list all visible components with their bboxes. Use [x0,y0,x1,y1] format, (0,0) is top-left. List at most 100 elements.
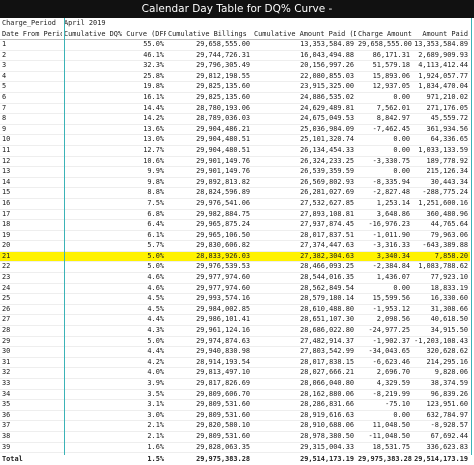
table-cell: 9 [0,124,62,136]
table-cell: 26,324,233.25 [252,156,356,168]
table-cell: 37 [0,420,62,432]
table-cell: Cumulative DQ% Curve (DFP) [62,28,166,40]
table-cell: 29,809,606.70 [166,389,252,401]
table-cell: 7,562.01 [356,103,412,115]
table-row: 12 10.6% 29,901,149.76 26,324,233.25 -3,330.… [0,156,470,168]
table-cell: 1,083,788.62 [412,261,470,274]
table-cell: 1 [0,39,62,51]
table-cell: 29,817,826.69 [166,378,252,390]
table-row: 3 32.3% 29,796,305.49 20,156,997.26 51,579.1… [0,60,470,72]
table-cell: 7 [0,103,62,115]
table-cell: 27,937,874.45 [252,219,356,231]
table-cell: 29,892,813.82 [166,177,252,189]
table-cell: 27 [0,314,62,327]
table-cell: 5.7% [62,240,166,252]
table-cell: 5 [0,81,62,93]
table-cell: 28,562,849.54 [252,283,356,295]
table-cell: 39 [0,442,62,454]
table-cell: 31,308.66 [412,304,470,316]
table-cell: 4.6% [62,272,166,284]
table-cell: -2,384.84 [356,261,412,274]
table-cell: 27,482,914.37 [252,336,356,348]
table-cell: 27,532,627.85 [252,198,356,210]
table-title: Calendar Day Table for DQ% Curve - [0,0,474,18]
table-cell: 4.2% [62,357,166,369]
table-row: 13 9.9% 29,901,149.76 26,539,359.59 0.00 215,… [0,166,470,178]
table-cell: 34 [0,389,62,401]
table-cell: 4,113,412.44 [412,60,470,72]
table-cell: 632,784.97 [412,410,470,422]
table-cell: 25,036,984.09 [252,124,356,136]
table-cell: 28,651,107.30 [252,314,356,327]
table-cell: 16,330.60 [412,293,470,305]
table-cell: 12.7% [62,145,166,157]
table-cell: 29,965,875.24 [166,219,252,231]
table-cell: 30,443.34 [412,177,470,189]
table-cell [252,18,356,29]
table-cell: 28,017,837.51 [252,230,356,242]
table-cell: Charge_Period [2,19,56,27]
table-cell: 29,904,486.21 [166,124,252,136]
table-cell: 26,134,454.33 [252,145,356,157]
table-cell: 86,171.31 [356,50,412,62]
table-cell: 17 [0,209,62,221]
table-cell: 29,658,555.00 [166,39,252,51]
table-cell: -11,048.50 [356,431,412,443]
table-cell: 3.1% [62,399,166,411]
table-cell: 23,915,325.00 [252,81,356,93]
table-cell: 29,904,480.51 [166,134,252,146]
table-cell: 29,812,198.55 [166,71,252,83]
table-cell: -6,623.46 [356,357,412,369]
table-cell: 0.00 [356,283,412,295]
table-cell: 28,686,022.80 [252,325,356,337]
table-cell: 13 [0,166,62,178]
table-cell: 320,628.62 [412,346,470,358]
table-cell: 79,963.06 [412,230,470,242]
table-cell: 1,033,133.59 [412,145,470,157]
table-cell: 45,559.72 [412,113,470,125]
table-cell: 2,696.70 [356,367,412,379]
table-cell: 271,176.05 [412,103,470,115]
table-cell: 24,886,535.02 [252,92,356,104]
table-cell: 26,281,027.69 [252,187,356,199]
table-cell: 30 [0,346,62,358]
table-row: 30 4.4% 29,940,830.98 27,803,542.99 -34,043.… [0,346,470,358]
table-cell: 5.0% [62,261,166,274]
table-cell: 7,858.20 [412,251,470,263]
table-cell: Amount Paid [412,28,470,40]
table-cell: 38,374.59 [412,378,470,390]
table-cell: 15 [0,187,62,199]
table-row: 33 3.9% 29,817,826.69 28,066,040.80 4,329.59… [0,378,470,390]
table-row: 7 14.4% 28,780,193.06 24,629,489.81 7,562.01… [0,103,470,115]
table-cell: 4.5% [62,304,166,316]
table-row: 1 55.0% 29,658,555.00 13,353,584.89 29,658,5… [0,39,470,51]
table-cell: 28,544,016.35 [252,272,356,284]
table-cell: 6 [0,92,62,104]
table-cell: 28,919,616.63 [252,410,356,422]
table-cell: 26,569,802.93 [252,177,356,189]
table-cell: 28,824,596.89 [166,187,252,199]
table-cell: 32 [0,367,62,379]
table-cell: 20,156,997.26 [252,60,356,72]
table-row: 17 6.8% 29,982,884.75 27,893,108.81 3,648.86… [0,209,470,221]
table-cell: 28,910,688.06 [252,420,356,432]
table-cell: -8,219.99 [356,389,412,401]
table-cell: 8,842.97 [356,113,412,125]
table-cell: 2,689,909.93 [412,50,470,62]
table-cell: 29,940,830.98 [166,346,252,358]
table-cell [356,18,412,29]
table-cell: 34,915.50 [412,325,470,337]
table-row: 34 3.5% 29,809,606.70 28,162,880.06 -8,219.9… [0,389,470,401]
table-cell: 11 [0,145,62,157]
table-cell: 31 [0,357,62,369]
table-cell: 28,017,838.15 [252,357,356,369]
table-cell: 29,984,002.85 [166,304,252,316]
table-row: 14 9.8% 29,892,813.82 26,569,802.93 -8,335.9… [0,177,470,189]
table-row: 22 5.0% 29,976,539.53 28,466,093.25 -2,384.8… [0,261,470,274]
table-cell: 16,043,494.88 [252,50,356,62]
table-cell: 4.0% [62,367,166,379]
data-table: Charge_Period April 2019 Date From Period C… [0,18,470,465]
table-cell: 77,923.10 [412,272,470,284]
table-row: 37 2.1% 29,820,580.10 28,910,688.06 11,048.5… [0,420,470,432]
table-cell: 3 [0,60,62,72]
